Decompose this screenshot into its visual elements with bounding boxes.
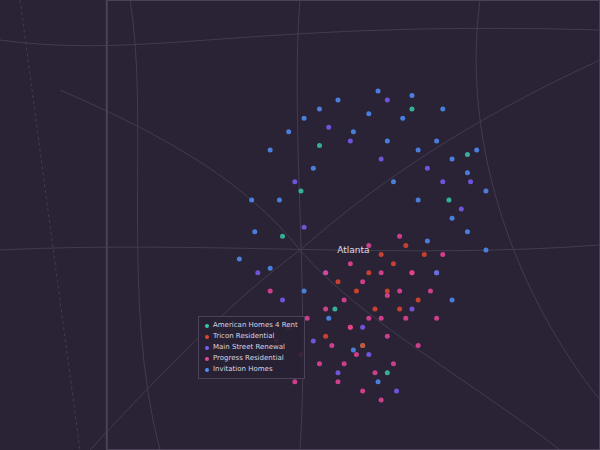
svg-text:Atlanta: Atlanta [337, 245, 369, 255]
html-text:Tricon Residential: Tricon Residential [213, 332, 275, 340]
html-text:Progress Residential: Progress Residential [213, 354, 284, 362]
html-text:American Homes 4 Rent: American Homes 4 Rent [213, 321, 298, 329]
html-text:Invitation Homes: Invitation Homes [213, 365, 273, 373]
html-text:Main Street Renewal: Main Street Renewal [213, 343, 285, 351]
